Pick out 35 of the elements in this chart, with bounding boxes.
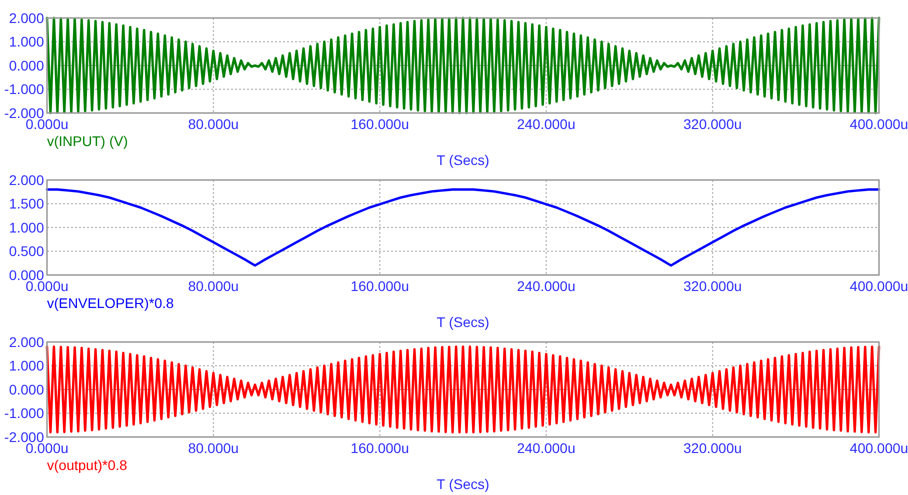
y-tick-label: 2.000 — [8, 10, 44, 26]
x-tick-label: 400.000u — [850, 116, 908, 132]
x-tick-label: 320.000u — [683, 116, 742, 132]
x-tick-label: 400.000u — [850, 440, 908, 456]
y-tick-label: 0.000 — [8, 57, 44, 74]
y-tick-label: 2.000 — [8, 172, 44, 188]
x-axis-title: T (Secs) — [436, 152, 490, 168]
x-tick-label: 160.000u — [350, 116, 410, 132]
x-tick-label: 240.000u — [516, 440, 576, 456]
x-tick-label: 240.000u — [516, 116, 576, 132]
x-tick-label: 320.000u — [683, 440, 742, 456]
line-series — [46, 188, 880, 267]
y-tick-label: -1.000 — [4, 405, 44, 422]
y-tick-label: 1.000 — [8, 219, 44, 236]
x-tick-label: 240.000u — [516, 278, 576, 294]
y-tick-label: 0.500 — [8, 243, 44, 260]
text: v(ENVELOPER)*0.8 — [47, 295, 174, 311]
y-tick-label: 0.000 — [8, 381, 44, 398]
y-tick-label: 1.000 — [8, 358, 44, 374]
x-tick-label: 160.000u — [350, 440, 410, 456]
y-tick-label: -1.000 — [4, 81, 44, 98]
x-tick-label: 400.000u — [850, 278, 908, 294]
series-label: v(output)*0.8 — [47, 457, 128, 473]
x-tick-label: 80.000u — [188, 116, 239, 132]
y-tick-label: 1.000 — [8, 34, 44, 50]
x-tick-label: 80.000u — [188, 278, 239, 294]
y-tick-label: 2.000 — [8, 334, 44, 350]
x-axis-title: T (Secs) — [436, 314, 490, 330]
x-tick-label: 320.000u — [683, 278, 742, 294]
line-series — [46, 346, 880, 434]
x-axis-title: T (Secs) — [436, 476, 490, 492]
series-label: v(INPUT) (V) — [47, 133, 128, 149]
x-tick-label: 160.000u — [350, 278, 410, 294]
x-tick-label: 80.000u — [188, 440, 239, 456]
y-tick-label: 1.500 — [8, 196, 44, 212]
